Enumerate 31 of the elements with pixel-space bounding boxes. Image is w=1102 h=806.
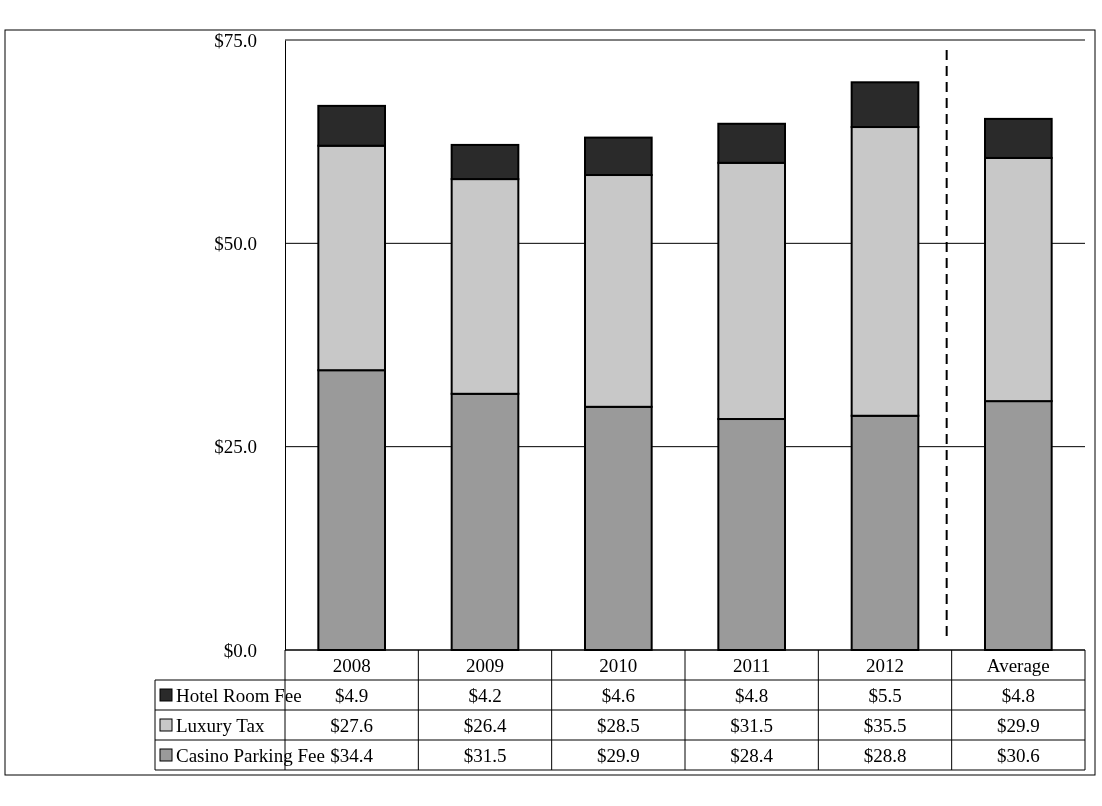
x-tick-label: Average [986, 655, 1050, 676]
y-tick-label: $0.0 [223, 639, 257, 661]
legend-label: Casino Parking Fee [176, 745, 325, 766]
data-label: $35.5 [863, 715, 907, 736]
x-tick-label: 2012 [866, 655, 904, 676]
data-label: $27.6 [330, 715, 374, 736]
data-label: $34.4 [330, 745, 374, 766]
y-tick-label: $75.0 [214, 29, 257, 51]
data-label: $26.4 [463, 715, 507, 736]
data-label: $28.8 [863, 745, 907, 766]
data-label: $4.6 [601, 685, 635, 706]
data-label: $31.5 [463, 745, 507, 766]
data-label: $4.9 [335, 685, 369, 706]
y-tick-label: $50.0 [214, 232, 257, 254]
y-tick-label: $25.0 [214, 436, 257, 458]
x-tick-label: 2011 [733, 655, 771, 676]
data-label: $30.6 [996, 745, 1040, 766]
legend-label: Luxury Tax [176, 715, 266, 736]
data-label: $4.8 [1001, 685, 1035, 706]
data-label: $29.9 [596, 745, 640, 766]
data-label: $5.5 [868, 685, 902, 706]
legend-label: Hotel Room Fee [176, 685, 302, 706]
data-label: $28.5 [596, 715, 640, 736]
data-label: $28.4 [730, 745, 774, 766]
data-label: $31.5 [730, 715, 774, 736]
x-tick-label: 2008 [332, 655, 371, 676]
data-label: $4.2 [468, 685, 502, 706]
x-tick-label: 2010 [599, 655, 638, 676]
x-tick-label: 2009 [466, 655, 504, 676]
data-label: $4.8 [735, 685, 769, 706]
data-label: $29.9 [996, 715, 1040, 736]
